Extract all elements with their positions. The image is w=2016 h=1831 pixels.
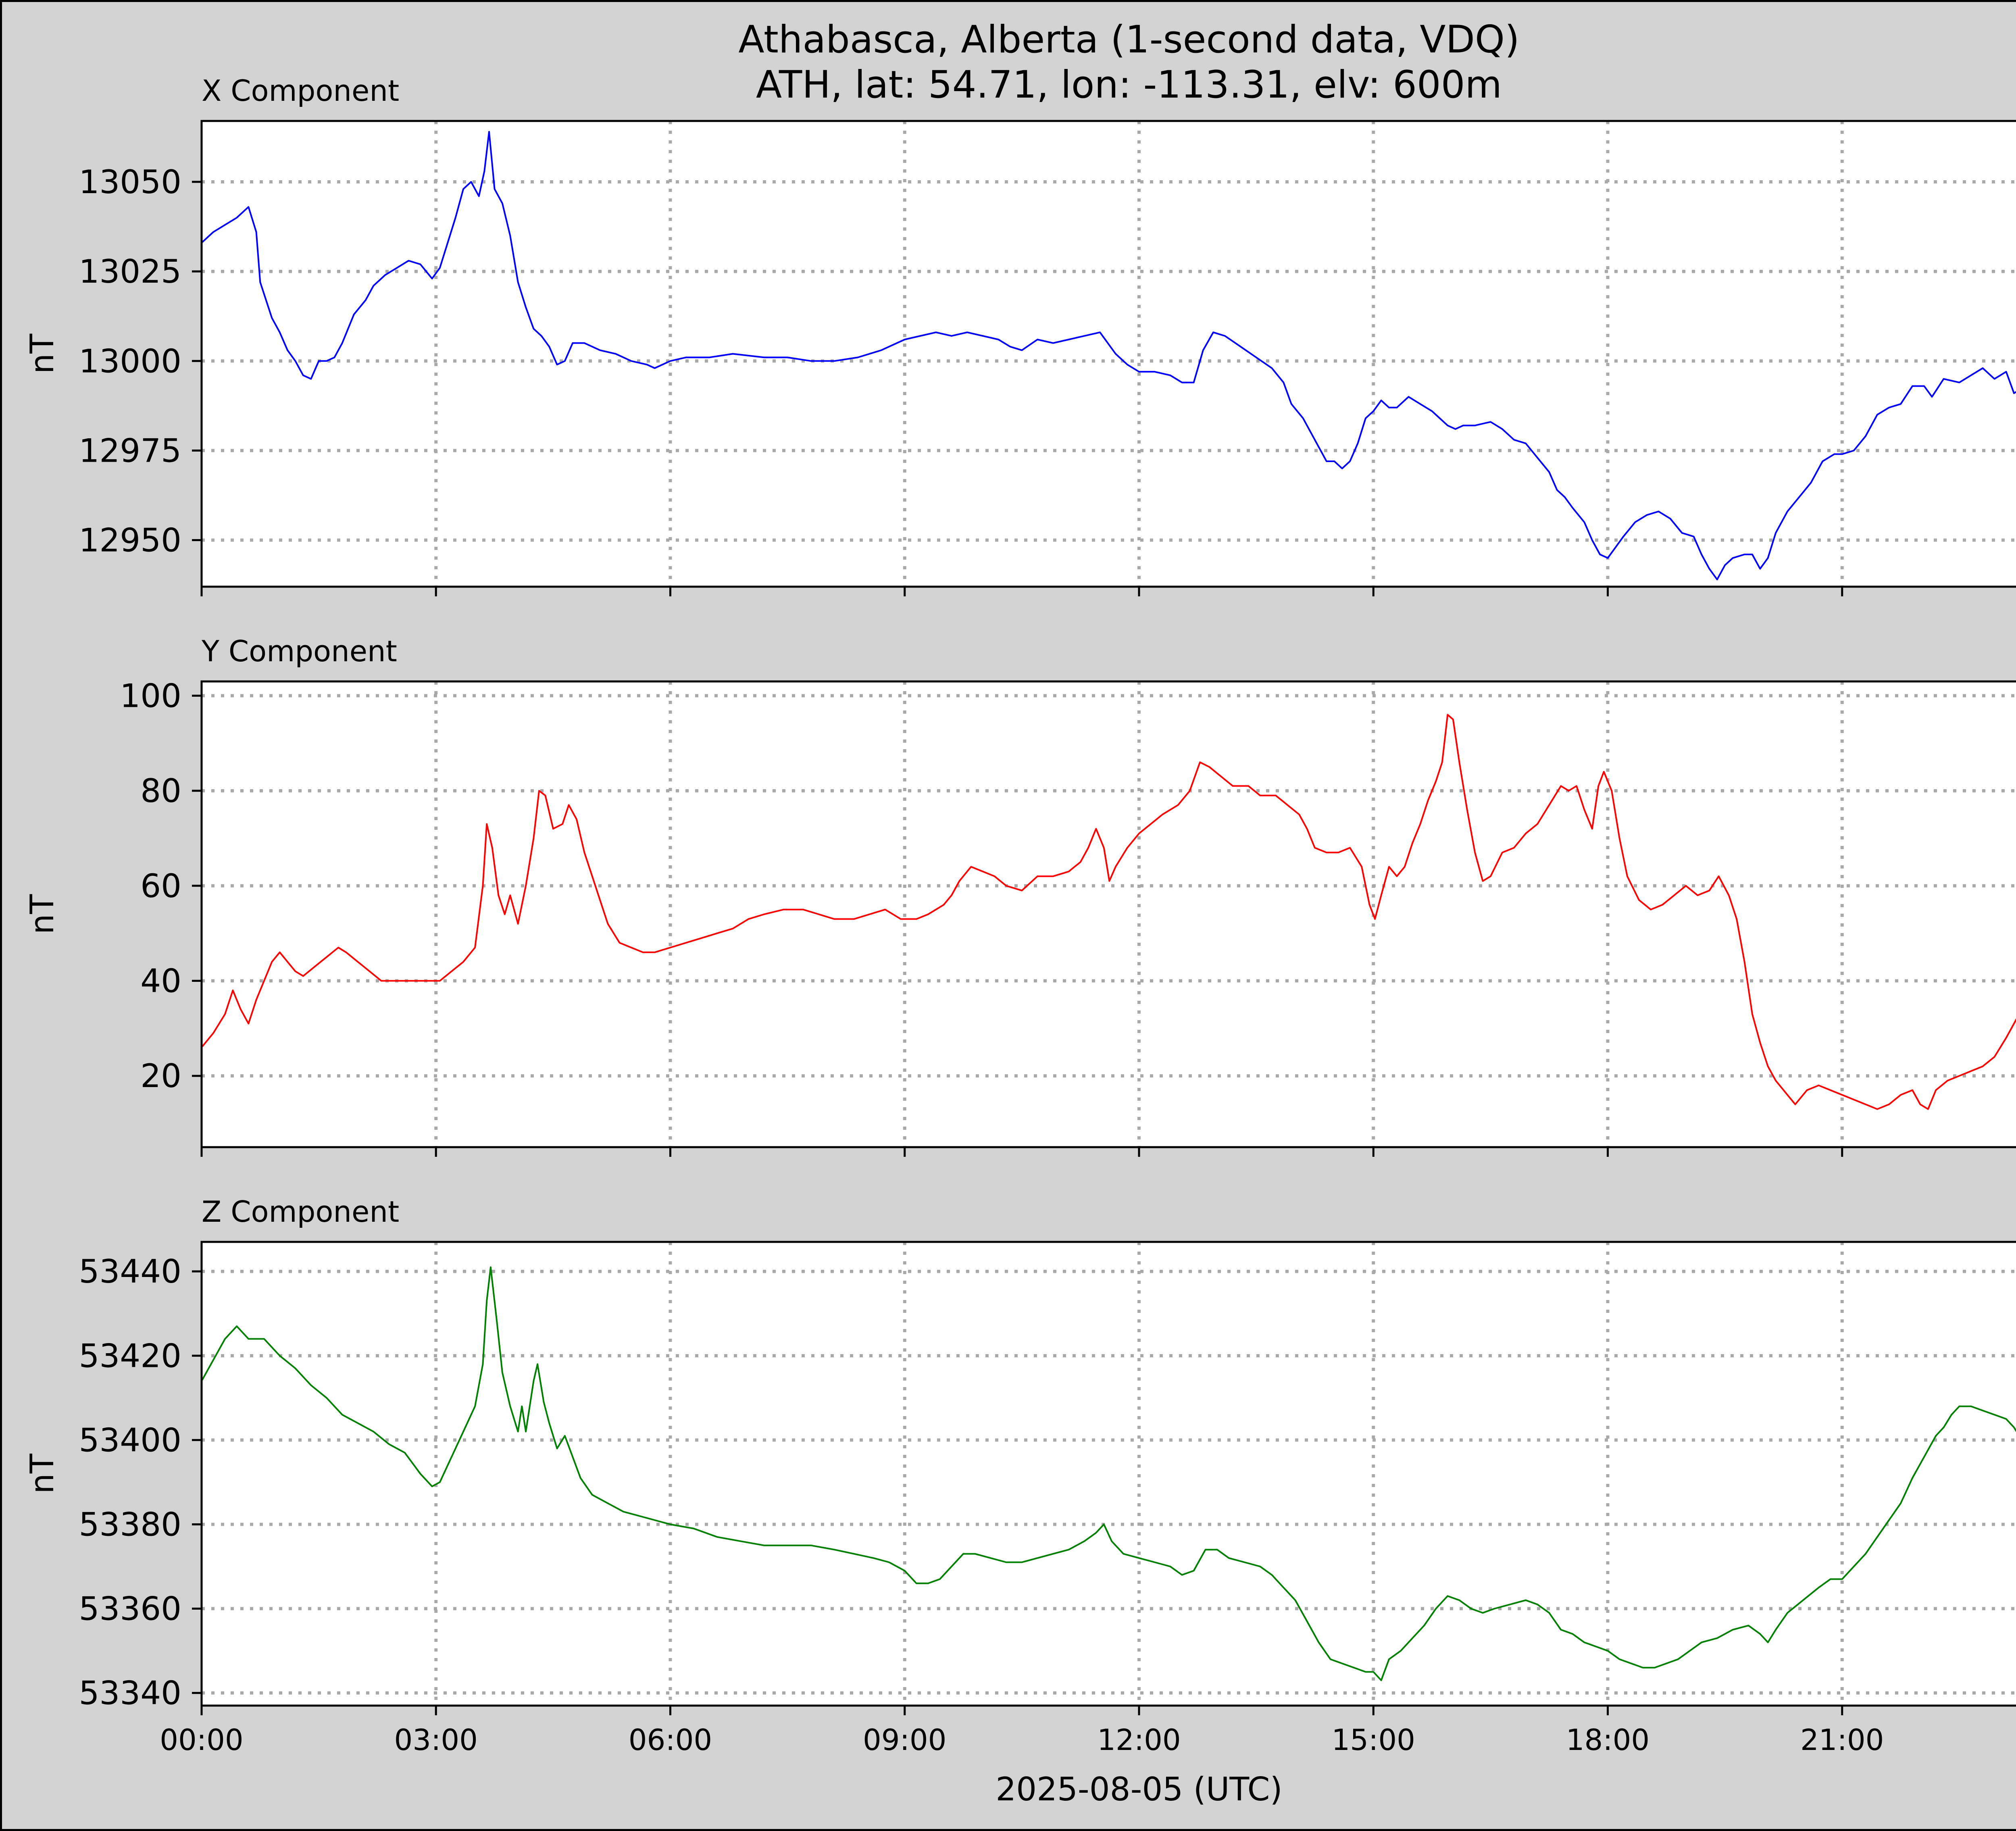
figure-title-line-2: ATH, lat: 54.71, lon: -113.31, elv: 600m xyxy=(756,63,1502,107)
y-tick-label: 53420 xyxy=(79,1337,182,1375)
y-tick-label: 53340 xyxy=(79,1675,182,1712)
series-line-1 xyxy=(201,131,2016,581)
x-tick-label: 09:00 xyxy=(863,1723,947,1757)
y-tick-label: 60 xyxy=(140,867,181,905)
series-line-2 xyxy=(201,714,2016,1110)
y-tick-label: 20 xyxy=(140,1057,181,1095)
y-tick-label: 13050 xyxy=(79,163,182,201)
x-tick-label: 06:00 xyxy=(629,1723,712,1757)
panel-title: Z Component xyxy=(202,1195,399,1229)
y-tick-label: 12950 xyxy=(79,522,182,559)
y-tick-label: 12975 xyxy=(79,432,182,469)
y-tick-label: 53440 xyxy=(79,1253,182,1290)
panel-1: 12950 12975 13000 13025 13050 X Component nT xyxy=(23,74,2016,596)
y-tick-label: 80 xyxy=(140,772,181,810)
y-axis-label: nT xyxy=(23,1453,61,1494)
y-tick-label: 53400 xyxy=(79,1421,182,1459)
panel-2: 20 40 60 80 100 Y Component nT xyxy=(23,634,2016,1157)
y-tick-label: 13025 xyxy=(79,253,182,290)
x-axis-label: 2025-08-05 (UTC) xyxy=(996,1771,1282,1808)
y-axis-label: nT xyxy=(23,333,61,374)
y-tick-label: 40 xyxy=(140,962,181,1000)
y-axis-label: nT xyxy=(23,894,61,935)
series-line-3 xyxy=(201,1266,2016,1681)
x-tick-label: 15:00 xyxy=(1332,1723,1416,1757)
y-tick-label: 100 xyxy=(120,677,181,714)
panel-title: X Component xyxy=(202,74,399,108)
plot-area xyxy=(202,1242,2016,1706)
x-tick-label: 03:00 xyxy=(394,1723,478,1757)
plot-area xyxy=(202,121,2016,587)
y-tick-label: 13000 xyxy=(79,342,182,380)
panel-title: Y Component xyxy=(201,634,397,668)
y-tick-label: 53360 xyxy=(79,1590,182,1628)
x-tick-label: 18:00 xyxy=(1566,1723,1650,1757)
x-tick-label: 00:00 xyxy=(160,1723,244,1757)
figure-title-line-1: Athabasca, Alberta (1-second data, VDQ) xyxy=(738,18,1519,62)
x-tick-label: 21:00 xyxy=(1800,1723,1884,1757)
y-tick-label: 53380 xyxy=(79,1506,182,1543)
x-tick-label: 12:00 xyxy=(1097,1723,1181,1757)
panel-3: 53340 53360 53380 53400 53420 53440 00:00 03:00… xyxy=(23,1195,2016,1757)
